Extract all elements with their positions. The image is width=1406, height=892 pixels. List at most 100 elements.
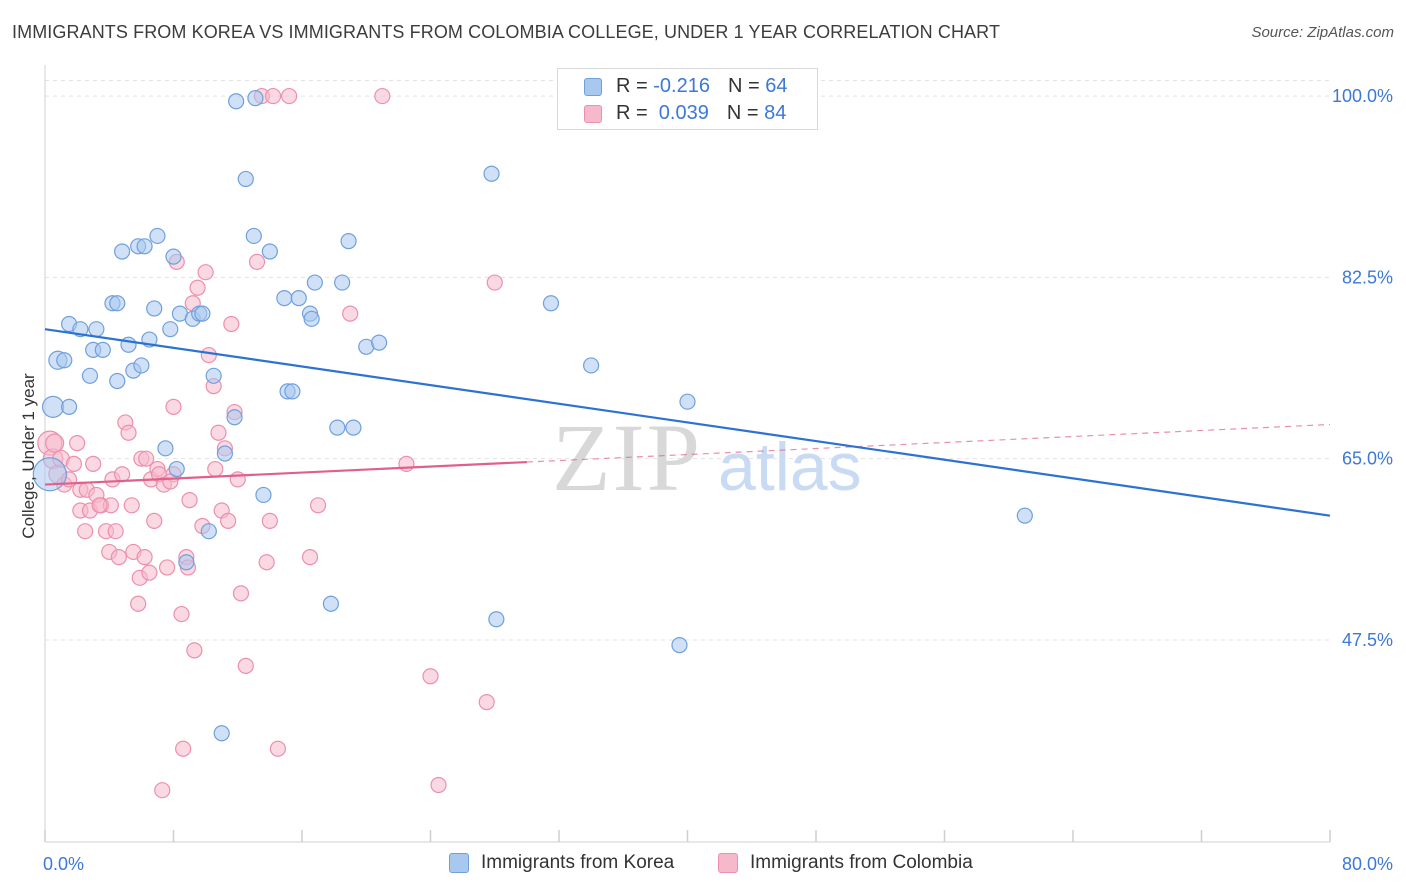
colombia-point: [197, 264, 214, 281]
colombia-point: [207, 460, 224, 478]
korea-point: [284, 383, 301, 400]
grid-layer: [45, 80, 1330, 641]
korea-point: [94, 341, 111, 358]
korea-point: [216, 445, 233, 462]
source-label: Source: ZipAtlas.com: [1251, 24, 1394, 41]
colombia-point: [200, 346, 217, 364]
colombia-point: [301, 548, 319, 566]
colombia-points: [37, 87, 503, 799]
y-tick-label: 47.5%: [1342, 630, 1393, 650]
korea-point: [194, 305, 211, 322]
korea-point: [113, 243, 131, 260]
korea-point: [340, 233, 357, 250]
colombia-trend-line-dashed: [526, 423, 1331, 463]
colombia-point: [113, 466, 131, 483]
colombia-point: [229, 471, 246, 488]
colombia-point: [123, 497, 140, 514]
korea-legend-swatch: [449, 853, 469, 873]
korea-n-value: 64: [765, 75, 788, 97]
korea-point: [168, 460, 185, 478]
colombia-point: [430, 776, 447, 794]
y-tick-label: 100.0%: [1332, 86, 1393, 106]
korea-point: [162, 321, 179, 338]
korea-point: [226, 409, 243, 426]
colombia-legend-label: Immigrants from Colombia: [750, 852, 973, 873]
colombia-point: [186, 642, 203, 659]
korea-point: [133, 357, 150, 374]
korea-point: [290, 290, 307, 307]
korea-point: [276, 290, 293, 307]
colombia-point: [261, 512, 278, 529]
colombia-point: [210, 424, 227, 441]
korea-point: [679, 393, 696, 410]
y-axis-title: College, Under 1 year: [19, 373, 38, 539]
korea-point: [88, 321, 105, 338]
colombia-point: [220, 512, 237, 529]
colombia-point: [248, 253, 266, 270]
korea-point: [483, 165, 500, 182]
colombia-point: [237, 657, 254, 674]
colombia-point: [398, 455, 415, 472]
korea-point: [178, 554, 195, 571]
colombia-point: [422, 668, 439, 685]
colombia-point: [146, 512, 163, 529]
korea-point: [303, 310, 320, 327]
colombia-point: [107, 523, 124, 540]
colombia-point: [264, 87, 282, 105]
korea-point: [165, 248, 182, 265]
colombia-point: [478, 694, 495, 711]
colombia-point: [269, 740, 287, 757]
colombia-point: [141, 564, 158, 581]
colombia-r-value: 0.039: [653, 102, 709, 124]
colombia-trend-line: [44, 460, 527, 486]
korea-legend-label: Immigrants from Korea: [481, 852, 675, 873]
colombia-point: [189, 279, 206, 296]
korea-point: [205, 367, 222, 384]
korea-r-label: R =: [616, 75, 654, 97]
korea-point: [213, 725, 230, 742]
colombia-point: [258, 554, 275, 571]
korea-point: [306, 274, 323, 291]
korea-point: [488, 611, 505, 628]
colombia-point: [120, 424, 137, 441]
colombia-n-label: N =: [726, 102, 765, 124]
colombia-point: [77, 523, 94, 540]
korea-point: [109, 372, 126, 390]
colombia-swatch: [584, 105, 602, 123]
y-tick-label: 82.5%: [1342, 267, 1393, 287]
colombia-point: [173, 605, 190, 623]
colombia-r-label: R =: [616, 102, 654, 124]
korea-point: [371, 334, 388, 351]
korea-point: [261, 243, 278, 260]
colombia-point: [223, 315, 240, 333]
colombia-point: [65, 455, 83, 472]
korea-point: [247, 90, 264, 107]
colombia-point: [130, 595, 147, 612]
colombia-point: [45, 433, 65, 453]
korea-point: [200, 523, 217, 540]
colombia-point: [175, 740, 192, 757]
korea-point: [237, 170, 254, 188]
trend-lines: [44, 328, 1331, 517]
x-tick-label: 0.0%: [43, 854, 84, 874]
korea-point: [56, 352, 73, 369]
watermark: ZIP atlas: [552, 404, 862, 511]
colombia-point: [165, 398, 182, 415]
x-tick-label: 80.0%: [1342, 854, 1393, 874]
korea-point: [41, 395, 65, 418]
colombia-point: [281, 87, 298, 105]
axis-labels: 47.5% 65.0% 82.5% 100.0% 0.0% 80.0%: [43, 86, 1393, 874]
korea-point: [671, 637, 688, 654]
colombia-point: [154, 782, 171, 799]
colombia-point: [309, 497, 327, 514]
korea-point: [228, 93, 245, 110]
korea-points: [32, 90, 1033, 742]
korea-point: [255, 486, 272, 504]
y-tick-label: 65.0%: [1342, 449, 1393, 469]
colombia-point: [181, 492, 198, 509]
korea-point: [136, 238, 153, 255]
korea-point: [60, 398, 78, 415]
korea-point: [334, 274, 351, 291]
colombia-point: [232, 585, 250, 602]
colombia-point: [486, 274, 503, 291]
